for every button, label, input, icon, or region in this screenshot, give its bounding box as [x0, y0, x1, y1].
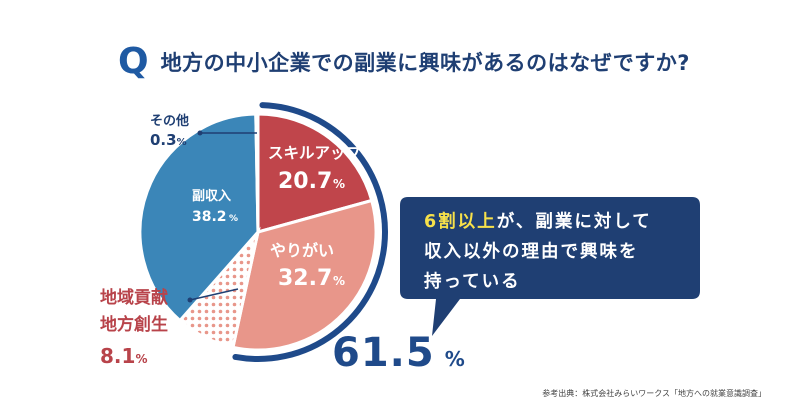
question-title: Q 地方の中小企業での副業に興味があるのはなぜですか? — [118, 40, 690, 84]
label-other-value: 0.3 — [150, 131, 177, 149]
callout-line1: が、副業に対して — [496, 212, 652, 232]
label-fukushu-unit: % — [229, 214, 238, 224]
label-other-unit: % — [176, 137, 187, 148]
label-other-name: その他 — [150, 114, 190, 129]
label-skill-value: 20.7 — [278, 169, 332, 194]
label-skill-unit: % — [333, 177, 345, 191]
slice-yarigai — [231, 198, 378, 352]
highlight-total-unit: % — [444, 347, 465, 371]
label-region-name1: 地域貢献 — [100, 288, 168, 308]
label-yarigai-unit: % — [333, 274, 345, 288]
callout-highlight: 6割以上 — [424, 212, 497, 232]
label-yarigai-value: 32.7 — [278, 266, 332, 291]
label-other: その他 0.3% — [150, 113, 189, 152]
callout-line3: 持っている — [424, 272, 521, 292]
label-region: 地域貢献 地方創生 8.1% — [100, 285, 168, 373]
leader-dot-other — [197, 130, 203, 136]
question-text: 地方の中小企業での副業に興味があるのはなぜですか? — [160, 51, 690, 75]
leader-line-region — [189, 288, 239, 301]
label-region-name2: 地方創生 — [100, 315, 168, 335]
label-fukushu-name: 副収入 — [192, 189, 231, 204]
highlight-total-value: 61.5 — [332, 330, 435, 376]
slice-other — [254, 112, 260, 233]
q-mark: Q — [118, 41, 149, 82]
highlight-total: 61.5% — [332, 330, 465, 376]
leader-dot-region — [187, 297, 193, 303]
callout-text: 6割以上が、副業に対して 収入以外の理由で興味を 持っている — [424, 207, 674, 297]
label-fukushu-value: 38.2 — [192, 209, 227, 225]
highlight-arc — [232, 102, 388, 362]
label-yarigai-name: やりがい — [270, 241, 334, 260]
label-region-unit: % — [135, 352, 148, 366]
slice-fukushu — [138, 112, 260, 323]
label-skill-name: スキルアップ・成長 — [268, 143, 408, 162]
pie-slices — [138, 112, 378, 352]
source-note: 参考出典：株式会社みらいワークス「地方への就業意識調査」 — [542, 389, 766, 398]
callout-box — [400, 197, 700, 336]
slice-skill — [256, 112, 374, 234]
label-region-value: 8.1 — [100, 344, 136, 368]
callout-line2: 収入以外の理由で興味を — [424, 242, 639, 262]
